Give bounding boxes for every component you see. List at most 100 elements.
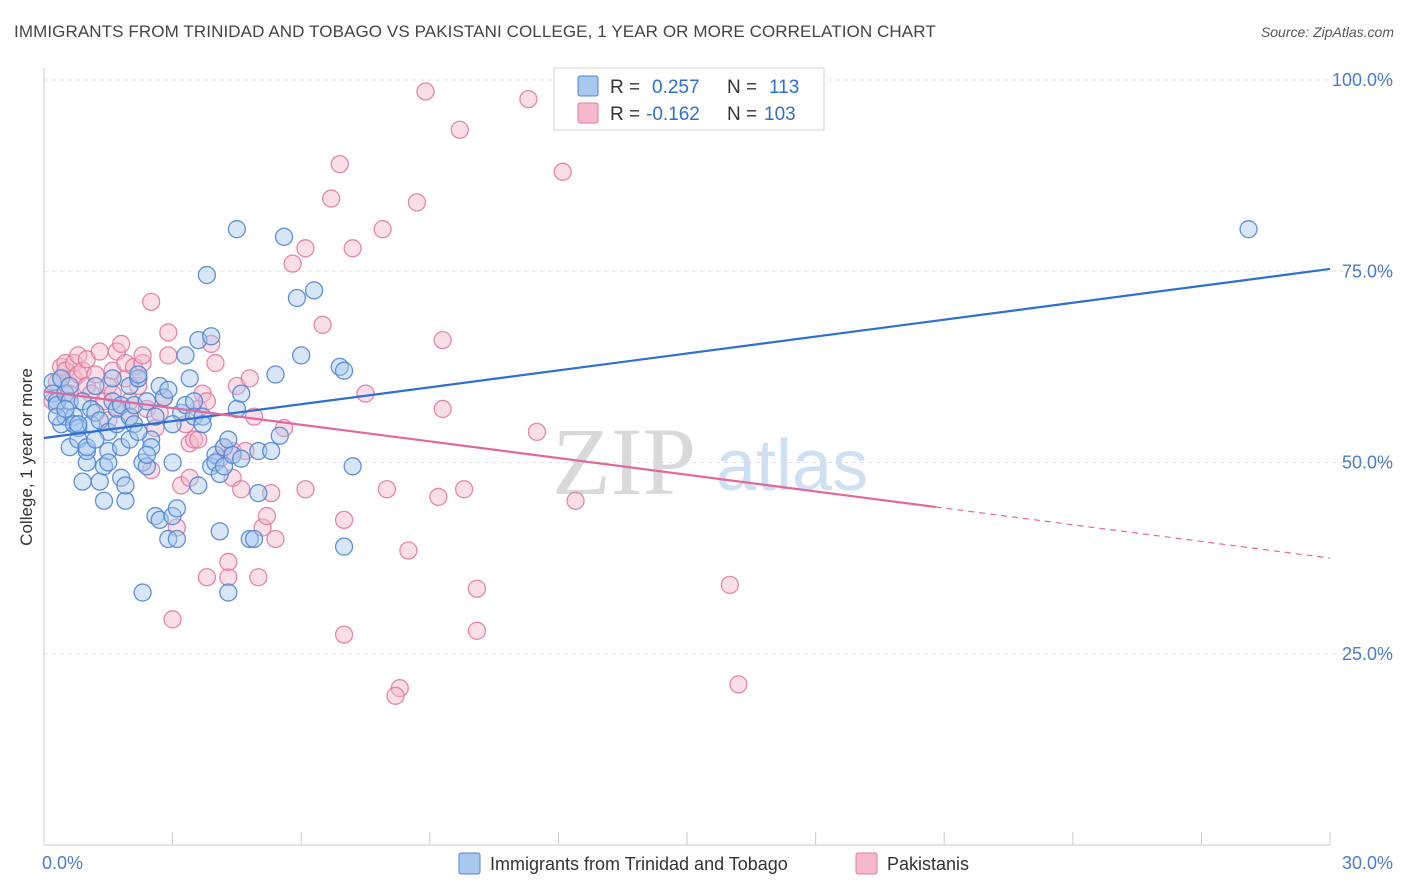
trinidad-point-21	[86, 376, 105, 396]
trinidad-point-41	[129, 365, 148, 384]
trinidad-point-100	[1239, 220, 1258, 239]
y-axis-title: College, 1 year or more	[17, 368, 36, 546]
trinidad-point-62	[180, 369, 199, 388]
legend-r-label-pink: R =	[610, 104, 640, 125]
pakistani-point-42	[163, 610, 182, 629]
series-legend: Immigrants from Trinidad and Tobago Paki…	[458, 852, 969, 875]
x-tick-label-1: 30.0%	[1342, 853, 1393, 873]
trinidad-point-78	[219, 583, 238, 602]
pakistani-point-98	[720, 575, 740, 595]
pakistani-point-77	[322, 189, 341, 208]
trinidad-point-83	[232, 384, 251, 403]
trinidad-point-69	[197, 265, 217, 285]
trinidad-point-23	[90, 472, 109, 491]
trinidad-point-102	[56, 399, 75, 419]
pakistani-point-93	[467, 621, 487, 640]
trinidad-point-95	[304, 281, 324, 300]
x-tick-label-0: 0.0%	[42, 853, 83, 873]
watermark-atlas: atlas	[716, 426, 868, 506]
trinidad-point-75	[210, 522, 229, 541]
trinidad-point-48	[146, 407, 165, 426]
trinidad-point-103	[60, 376, 79, 396]
trinidad-point-90	[266, 365, 285, 384]
y-tick-label-1: 50.0%	[1342, 453, 1393, 473]
pakistani-point-74	[296, 239, 315, 258]
trinidad-point-91	[270, 426, 289, 445]
trinidad-point-70	[202, 327, 221, 346]
trinidad-point-43	[133, 583, 152, 602]
pakistani-point-49	[189, 430, 208, 449]
pakistani-point-99	[729, 675, 748, 694]
pakistani-point-75	[296, 480, 315, 499]
trinidad-point-110	[129, 422, 148, 442]
pakistani-point-71	[266, 529, 285, 549]
series-pakistanis-points	[43, 82, 748, 705]
trinidad-point-61	[176, 346, 195, 365]
pakistani-point-85	[407, 193, 427, 212]
trinidad-point-80	[223, 445, 242, 465]
legend-n-label-pink: N =	[727, 104, 757, 125]
tick-labels: 25.0% 50.0% 75.0% 100.0% 0.0% 30.0%	[42, 70, 1393, 873]
pakistani-point-82	[373, 220, 392, 239]
pakistani-point-65	[240, 369, 259, 388]
trinidad-point-68	[193, 415, 212, 434]
pakistani-point-88	[433, 330, 452, 350]
pakistani-point-70	[262, 483, 281, 503]
bottom-legend-label-pink: Pakistanis	[887, 854, 969, 874]
trinidad-point-86	[244, 529, 264, 549]
pakistani-point-58	[219, 568, 238, 587]
pakistani-point-97	[566, 491, 585, 510]
trinidad-point-87	[249, 441, 268, 461]
pakistani-point-69	[257, 506, 277, 526]
bottom-legend-label-blue: Immigrants from Trinidad and Tobago	[490, 854, 788, 874]
pakistani-point-78	[330, 154, 349, 174]
trinidad-point-73	[206, 453, 225, 472]
trinidad-point-25	[94, 491, 114, 510]
pakistani-point-86	[416, 82, 435, 101]
legend-n-value-blue: 113	[769, 77, 799, 98]
legend-n-value-pink: 103	[764, 104, 796, 125]
pakistani-point-89	[433, 399, 452, 419]
trinidad-point-84	[232, 449, 251, 468]
bottom-legend-swatch-blue	[458, 852, 481, 875]
pakistani-trend-line	[43, 390, 936, 509]
pakistani-point-96	[553, 162, 572, 181]
trinidad-point-45	[137, 392, 157, 411]
pakistani-trend-extension	[935, 506, 1331, 559]
trinidad-point-29	[103, 369, 122, 388]
trinidad-point-58	[167, 529, 187, 549]
trinidad-point-98	[334, 361, 354, 380]
pakistani-point-80	[343, 239, 362, 258]
pakistani-point-94	[519, 89, 538, 109]
trinidad-point-35	[116, 476, 135, 495]
pakistani-point-84	[399, 541, 418, 560]
trinidad-point-14	[73, 472, 92, 491]
trinidad-point-85	[240, 529, 259, 549]
legend-r-value-blue: 0.257	[652, 77, 700, 98]
watermark-zip: ZIP	[552, 408, 696, 515]
pakistani-point-95	[527, 422, 547, 442]
pakistani-point-53	[197, 568, 217, 587]
trinidad-point-50	[150, 376, 169, 396]
pakistani-point-41	[159, 323, 178, 342]
trinidad-point-56	[163, 453, 182, 472]
chart-title: IMMIGRANTS FROM TRINIDAD AND TOBAGO VS P…	[14, 22, 936, 41]
trinidad-point-88	[249, 483, 268, 503]
pakistani-point-87	[429, 487, 448, 507]
trinidad-point-97	[334, 537, 354, 556]
trinidad-point-112	[163, 415, 182, 434]
pakistani-point-33	[133, 346, 152, 365]
pakistani-point-35	[142, 292, 161, 312]
pakistani-point-102	[386, 686, 405, 705]
pakistani-point-83	[377, 480, 397, 499]
trinidad-point-93	[287, 288, 307, 308]
pakistani-point-40	[159, 346, 178, 365]
trinidad-point-106	[86, 430, 105, 449]
pakistani-point-24	[112, 334, 131, 354]
correlation-legend: R = 0.257 N = 113 R = -0.162 N = 103	[553, 67, 825, 131]
trinidad-point-111	[137, 445, 157, 465]
trinidad-point-107	[99, 453, 118, 472]
pakistani-point-91	[454, 480, 474, 499]
trinidad-point-34	[116, 491, 135, 510]
pakistani-point-79	[334, 510, 354, 530]
